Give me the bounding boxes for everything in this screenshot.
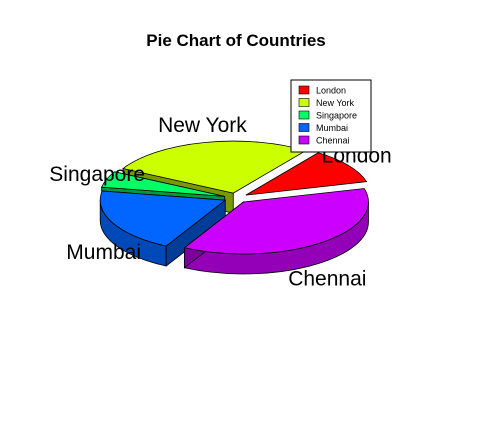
slice-chennai — [183, 188, 369, 255]
legend-swatch-chennai — [298, 135, 310, 145]
legend-swatch-new-york — [298, 98, 310, 107]
slice-london — [245, 152, 368, 196]
slice-mumbai — [99, 190, 227, 247]
legend-label-new-york: New York — [316, 98, 355, 108]
pie-slices — [99, 140, 369, 275]
legend-label-chennai: Chennai — [316, 136, 350, 146]
legend-label-singapore: Singapore — [316, 111, 357, 121]
legend-label-mumbai: Mumbai — [316, 123, 348, 133]
chart-title: Pie Chart of Countries — [146, 31, 325, 50]
legend-swatch-london — [298, 85, 310, 95]
slice-label-mumbai: Mumbai — [66, 241, 141, 264]
slice-label-chennai: Chennai — [288, 268, 366, 291]
legend: London New York Singapore Mumbai Chennai — [290, 79, 372, 153]
legend-swatch-mumbai — [298, 123, 310, 132]
legend-label-london: London — [316, 86, 346, 96]
slice-label-new-york: New York — [158, 114, 247, 137]
legend-swatch-singapore — [298, 110, 310, 120]
slice-new-york — [122, 140, 307, 194]
slice-singapore — [101, 171, 225, 197]
slice-label-singapore: Singapore — [49, 163, 145, 186]
